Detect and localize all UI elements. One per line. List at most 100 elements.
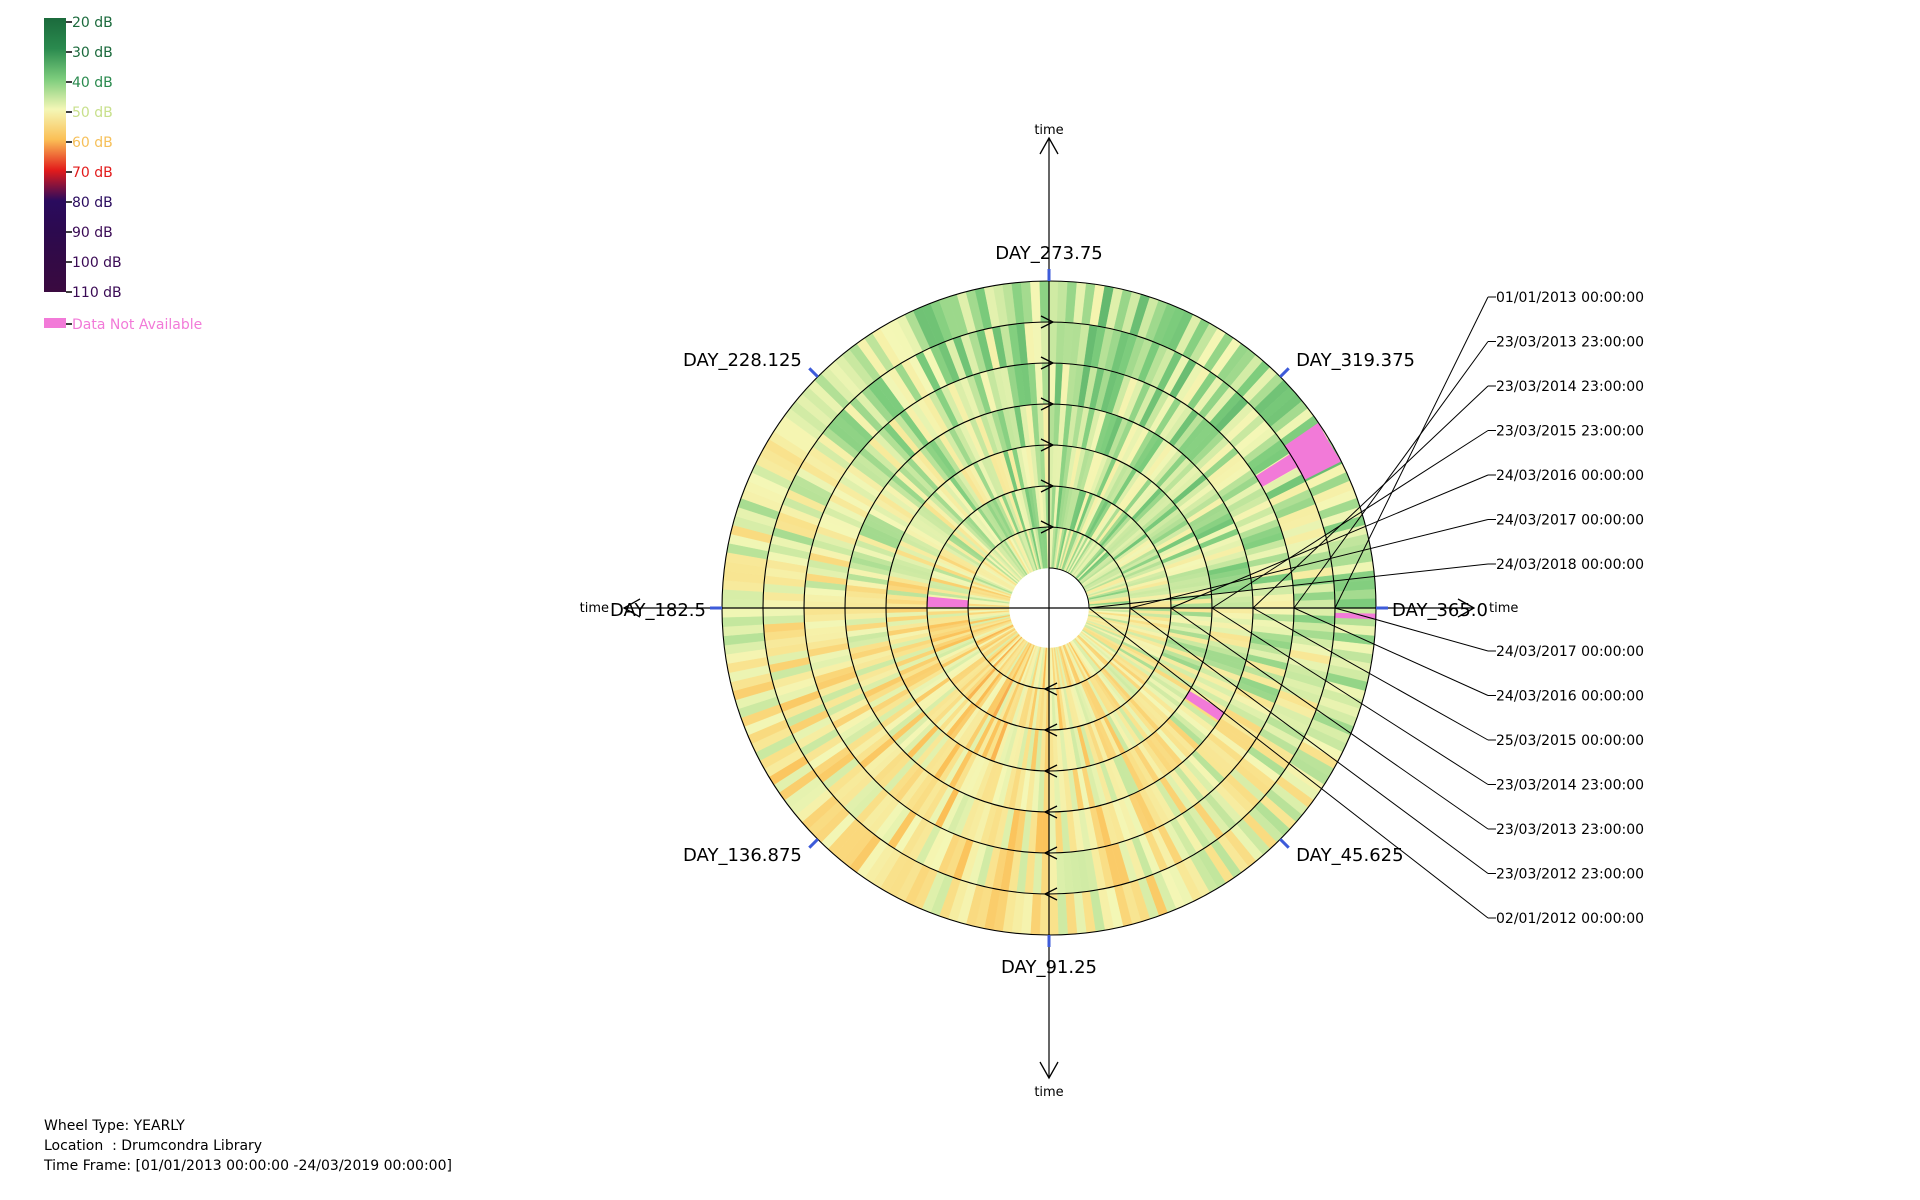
angular-tick-label: DAY_319.375 (1296, 350, 1415, 371)
ring-arrow (1043, 846, 1058, 860)
callout-label-upper: 24/03/2018 00:00:00 (1496, 557, 1644, 573)
legend-label: 60 dB (72, 135, 113, 151)
callout-label-lower: 24/03/2017 00:00:00 (1496, 644, 1644, 660)
wheel-cell (1293, 599, 1336, 609)
angular-tick-mark (1279, 838, 1290, 849)
callout-label-lower: 23/03/2014 23:00:00 (1496, 778, 1644, 794)
wheel-cell (844, 607, 887, 615)
wheel-cell (1048, 811, 1057, 854)
angular-tick-label: DAY_136.875 (683, 845, 802, 866)
callout-leader (1170, 607, 1489, 830)
legend-label: 80 dB (72, 195, 113, 211)
missing-data-cell (927, 596, 969, 608)
ring-arrow (1043, 764, 1058, 778)
callout-leader (1252, 607, 1489, 741)
legend-label: 110 dB (72, 285, 122, 301)
ring-arrow (1043, 887, 1058, 901)
angular-tick-label: DAY_228.125 (683, 350, 802, 371)
axis-arrow-west (622, 598, 641, 618)
callout-leader (1334, 296, 1489, 609)
time-frame-text: Time Frame: [01/01/2013 00:00:00 -24/03/… (44, 1158, 452, 1174)
wheel-cell (1048, 770, 1056, 813)
legend-label: 30 dB (72, 45, 113, 61)
ring-arrow (1040, 520, 1055, 534)
callout-leader (1334, 607, 1489, 652)
callout-label-upper: 01/01/2013 00:00:00 (1496, 290, 1644, 306)
wheel-cell (721, 598, 764, 609)
ring-arrow (1040, 479, 1055, 493)
wheel-cell (1211, 601, 1254, 609)
angular-tick-label: DAY_273.75 (995, 243, 1102, 264)
wheel-cell (762, 607, 805, 617)
legend-label: 70 dB (72, 165, 113, 181)
wheel-cell (1293, 607, 1336, 617)
legend-label: 40 dB (72, 75, 113, 91)
callout-label-upper: 23/03/2015 23:00:00 (1496, 424, 1644, 440)
wheel-cell (1041, 362, 1050, 405)
wheel-cell (1042, 403, 1050, 446)
angular-ticks: DAY_365.0 DAY_319.375 DAY_273.75 DAY_228.12… (610, 243, 1488, 978)
legend-scale-bar (44, 18, 66, 292)
wheel-cell (1040, 852, 1050, 895)
time-label-east: time (1489, 601, 1518, 616)
callout-label-lower: 23/03/2012 23:00:00 (1496, 867, 1644, 883)
angular-tick-mark (808, 367, 819, 378)
missing-data-cell (1184, 690, 1225, 721)
wheel-cell (762, 599, 805, 609)
wheel-cell (1039, 893, 1050, 936)
callout-label-lower: 24/03/2016 00:00:00 (1496, 689, 1644, 705)
time-label-west: time (580, 601, 609, 616)
callout-leader (1252, 385, 1489, 609)
ring-arrow (1043, 805, 1058, 819)
legend-label: 50 dB (72, 105, 113, 121)
missing-data-cell (1284, 422, 1342, 480)
inner-ring-arc (1048, 567, 1090, 609)
ring-arrow (1040, 397, 1055, 411)
wheel-cell (1048, 321, 1058, 364)
axis-arrow-east (1457, 598, 1476, 618)
color-legend: 20 dB 30 dB 40 dB 50 dB 60 dB 70 dB 80 dB 90 dB… (44, 15, 202, 333)
wheel-type-text: Wheel Type: YEARLY (44, 1118, 185, 1134)
callout-leader (1088, 607, 1489, 919)
callout-leader (1170, 474, 1489, 609)
missing-data-cell (1334, 612, 1376, 620)
callout-leader (1293, 341, 1489, 609)
callout-label-lower: 02/01/2012 00:00:00 (1496, 911, 1644, 927)
callout-leader (1129, 519, 1489, 609)
callout-leader (1088, 563, 1489, 609)
missing-data-cell (1255, 454, 1298, 488)
legend-na-label: Data Not Available (72, 317, 202, 333)
angular-tick-label: DAY_45.625 (1296, 845, 1403, 866)
angular-tick-mark (808, 838, 819, 849)
angular-tick-label: DAY_182.5 (610, 600, 706, 621)
ring-arrow (1043, 723, 1058, 737)
angular-tick-label: DAY_91.25 (1001, 957, 1097, 978)
angular-tick-label: DAY_365.0 (1392, 600, 1488, 621)
ring-arrow (1040, 438, 1055, 452)
wheel-cell (803, 607, 846, 616)
callout-leader (1293, 607, 1489, 696)
axis-arrow-north (1039, 136, 1059, 155)
angular-tick-mark (1279, 367, 1290, 378)
wheel-segments (721, 280, 1377, 936)
legend-na-swatch (44, 318, 66, 328)
location-text: Location : Drumcondra Library (44, 1138, 263, 1154)
ring-arrow (1043, 682, 1058, 696)
callout-label-lower: 25/03/2015 00:00:00 (1496, 733, 1644, 749)
wheel-cell (721, 607, 764, 618)
wheel-cell (1048, 280, 1059, 323)
callout-leader (1211, 607, 1489, 785)
ring-arrow (1040, 315, 1055, 329)
callout-leader (1129, 607, 1489, 874)
callout-label-upper: 23/03/2013 23:00:00 (1496, 335, 1644, 351)
legend-label: 100 dB (72, 255, 122, 271)
legend-label: 90 dB (72, 225, 113, 241)
time-label-south: time (1034, 1085, 1063, 1100)
axis-arrow-south (1039, 1061, 1059, 1080)
time-label-north: time (1034, 123, 1063, 138)
wheel-cell (1334, 598, 1377, 609)
date-callouts: 01/01/2013 00:00:00 23/03/2013 23:00:00 23… (1088, 290, 1644, 927)
callout-label-upper: 24/03/2016 00:00:00 (1496, 468, 1644, 484)
callout-label-upper: 23/03/2014 23:00:00 (1496, 379, 1644, 395)
